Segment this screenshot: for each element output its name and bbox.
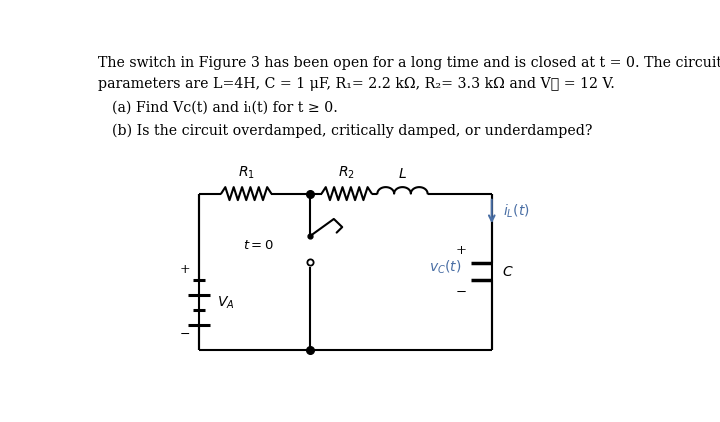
Text: (a) Find Vc(t) and iₗ(t) for t ≥ 0.: (a) Find Vc(t) and iₗ(t) for t ≥ 0. <box>112 101 338 115</box>
Text: The switch in Figure 3 has been open for a long time and is closed at t = 0. The: The switch in Figure 3 has been open for… <box>98 56 720 70</box>
Text: $C$: $C$ <box>502 265 513 279</box>
Text: −: − <box>179 328 190 341</box>
Text: $L$: $L$ <box>398 167 407 181</box>
Text: −: − <box>456 286 467 299</box>
Text: parameters are L=4H, C = 1 μF, R₁= 2.2 kΩ, R₂= 3.3 kΩ and V⁁ = 12 V.: parameters are L=4H, C = 1 μF, R₁= 2.2 k… <box>98 77 615 91</box>
Text: $V_A$: $V_A$ <box>217 294 234 311</box>
Text: (b) Is the circuit overdamped, critically damped, or underdamped?: (b) Is the circuit overdamped, criticall… <box>112 124 593 138</box>
Text: $i_L(t)$: $i_L(t)$ <box>503 203 530 220</box>
Text: $R_2$: $R_2$ <box>338 165 355 181</box>
Text: +: + <box>179 263 190 276</box>
Text: $v_C(t)$: $v_C(t)$ <box>428 259 461 276</box>
Text: $R_1$: $R_1$ <box>238 165 255 181</box>
Text: +: + <box>456 244 467 257</box>
Text: $t=0$: $t=0$ <box>243 239 274 252</box>
